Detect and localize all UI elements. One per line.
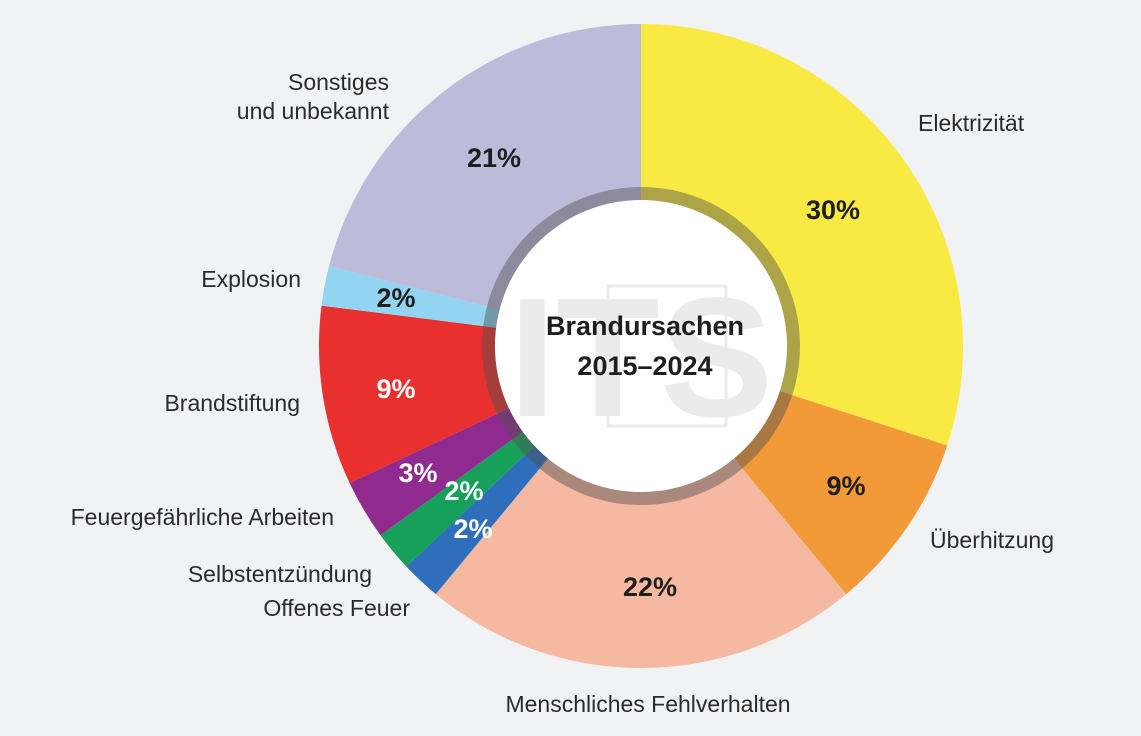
- slice-menschliches-fehlverhalten: [435, 458, 847, 669]
- pct-label-elektrizitaet: 30%: [806, 195, 860, 225]
- category-label-line: und unbekannt: [237, 98, 390, 124]
- percentage-labels: 30%9%22%2%2%3%9%2%21%: [376, 143, 865, 602]
- pct-label-explosion: 2%: [376, 283, 415, 313]
- category-label-line: Menschliches Fehlverhalten: [505, 691, 790, 717]
- slice-ueberhitzung: [734, 391, 948, 595]
- category-label-line: Explosion: [201, 266, 301, 292]
- watermark-text: ITS: [509, 263, 773, 453]
- watermark-logo: ITS: [509, 263, 773, 453]
- slice-feuergefaehrliche-arbeiten: [349, 408, 523, 536]
- center-hole: [495, 200, 787, 492]
- slice-brandstiftung: [319, 305, 509, 484]
- pct-label-sonstiges: 21%: [467, 143, 521, 173]
- slices-group: [319, 24, 963, 669]
- category-label-sonstiges: Sonstiges und unbekannt: [237, 69, 390, 124]
- slice-selbstentzuendung: [380, 431, 535, 567]
- pct-label-selbstentzuendung: 2%: [444, 476, 483, 506]
- center-title-line-1: Brandursachen: [546, 311, 744, 341]
- category-label-explosion: Explosion: [201, 266, 301, 292]
- category-label-line: Offenes Feuer: [263, 595, 410, 621]
- category-label-line: Sonstiges: [288, 69, 389, 95]
- category-label-line: Elektrizität: [918, 110, 1025, 136]
- category-label-brandstiftung: Brandstiftung: [164, 390, 300, 416]
- center-ring: [482, 187, 800, 505]
- category-label-offenes-feuer: Offenes Feuer: [263, 595, 410, 621]
- pct-label-feuergefaehrliche-arbeiten: 3%: [398, 458, 437, 488]
- category-label-line: Selbstentzündung: [188, 561, 372, 587]
- slice-explosion: [321, 265, 500, 328]
- category-label-line: Brandstiftung: [164, 390, 300, 416]
- category-label-line: Feuergefährliche Arbeiten: [71, 504, 334, 530]
- category-label-elektrizitaet: Elektrizität: [918, 110, 1025, 136]
- pct-label-ueberhitzung: 9%: [826, 471, 865, 501]
- pct-label-menschliches-fehlverhalten: 22%: [623, 572, 677, 602]
- category-label-ueberhitzung: Überhitzung: [930, 527, 1054, 553]
- watermark-frame: [606, 284, 728, 428]
- category-label-line: Überhitzung: [930, 527, 1054, 553]
- category-labels: Elektrizität Überhitzung Menschliches Fehl…: [71, 69, 1054, 717]
- slice-elektrizitaet: [641, 24, 963, 446]
- pct-label-offenes-feuer: 2%: [453, 514, 492, 544]
- slice-offenes-feuer: [406, 445, 548, 595]
- pct-label-brandstiftung: 9%: [376, 374, 415, 404]
- category-label-menschliches-fehlverhalten: Menschliches Fehlverhalten: [505, 691, 790, 717]
- category-label-feuergefaehrliche-arbeiten: Feuergefährliche Arbeiten: [71, 504, 334, 530]
- center-title-line-2: 2015–2024: [577, 351, 712, 381]
- category-label-selbstentzuendung: Selbstentzündung: [188, 561, 372, 587]
- slice-sonstiges: [329, 24, 641, 310]
